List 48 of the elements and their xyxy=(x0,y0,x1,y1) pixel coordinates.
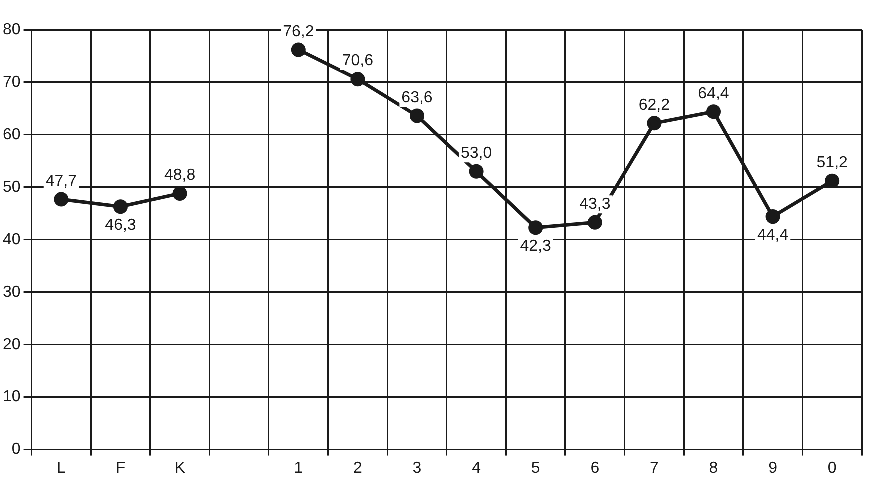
x-tick-label: 8 xyxy=(709,460,718,477)
y-tick-label: 10 xyxy=(3,388,21,406)
x-tick-label: 7 xyxy=(650,460,659,477)
y-tick-label: 70 xyxy=(3,74,21,91)
point xyxy=(647,116,662,131)
data-label: 47,7 xyxy=(46,172,78,190)
data-label: 46,3 xyxy=(105,217,136,234)
x-tick-label: L xyxy=(56,460,66,477)
x-tick-label: 9 xyxy=(768,460,778,477)
point xyxy=(410,108,424,124)
data-label: 44,4 xyxy=(757,227,789,244)
y-tick-label: 50 xyxy=(3,178,21,196)
x-tick-label: 1 xyxy=(294,460,304,477)
point xyxy=(825,174,840,188)
point xyxy=(588,215,602,230)
y-tick-label: 30 xyxy=(3,284,21,301)
x-tick-label: K xyxy=(174,460,186,477)
x-tick-label: F xyxy=(116,460,126,477)
y-tick-label: 40 xyxy=(3,231,21,248)
y-tick-label: 60 xyxy=(3,126,21,144)
data-label: 76,2 xyxy=(283,23,314,40)
point xyxy=(54,192,69,207)
data-label: 53,0 xyxy=(460,145,492,162)
y-tick-label: 0 xyxy=(12,441,21,458)
point xyxy=(469,164,484,179)
point xyxy=(706,104,721,120)
data-label: 48,8 xyxy=(164,167,196,184)
data-label: 63,6 xyxy=(402,89,433,106)
x-tick-label: 3 xyxy=(412,460,422,477)
y-tick-label: 80 xyxy=(3,21,21,38)
data-label: 43,3 xyxy=(580,196,611,213)
point xyxy=(113,200,128,214)
data-label: 62,2 xyxy=(638,96,670,114)
point xyxy=(528,220,544,236)
point xyxy=(766,210,780,224)
x-tick-label: 6 xyxy=(590,460,600,477)
y-tick-label: 20 xyxy=(3,336,21,354)
x-tick-label: 5 xyxy=(531,460,540,477)
x-tick-label: 0 xyxy=(828,460,837,477)
x-tick-label: 2 xyxy=(353,460,362,477)
data-label: 70,6 xyxy=(342,52,374,70)
data-label: 42,3 xyxy=(520,238,552,256)
point xyxy=(172,186,188,201)
point xyxy=(291,42,306,58)
data-label: 51,2 xyxy=(816,154,848,172)
point xyxy=(350,72,366,87)
x-tick-label: 4 xyxy=(472,460,482,477)
data-label: 64,4 xyxy=(698,85,730,102)
